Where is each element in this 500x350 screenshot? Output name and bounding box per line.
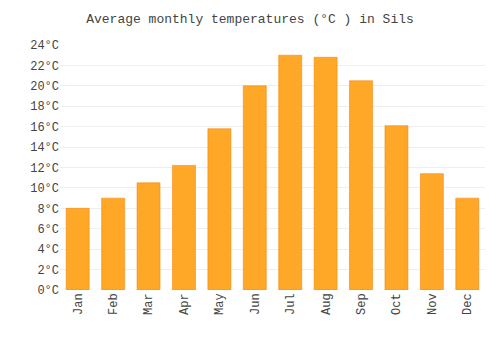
svg-text:8°C: 8°C [37,203,59,217]
svg-text:4°C: 4°C [37,243,59,257]
svg-text:16°C: 16°C [30,121,59,135]
svg-text:Aug: Aug [320,293,334,315]
svg-text:0°C: 0°C [37,284,59,298]
svg-text:18°C: 18°C [30,100,59,114]
svg-text:14°C: 14°C [30,141,59,155]
svg-text:Feb: Feb [107,293,121,315]
svg-text:2°C: 2°C [37,264,59,278]
svg-text:Apr: Apr [178,293,192,315]
svg-text:Mar: Mar [142,293,156,315]
svg-text:Nov: Nov [426,293,440,315]
svg-text:May: May [213,293,227,315]
svg-text:24°C: 24°C [30,39,59,53]
svg-text:Sep: Sep [355,293,369,315]
svg-text:Average monthly temperatures (: Average monthly temperatures (°C ) in Si… [86,12,414,27]
svg-text:6°C: 6°C [37,223,59,237]
svg-text:Oct: Oct [390,293,404,315]
svg-text:10°C: 10°C [30,182,59,196]
svg-text:Jun: Jun [249,293,263,315]
svg-text:20°C: 20°C [30,80,59,94]
svg-text:Dec: Dec [461,293,475,315]
svg-text:12°C: 12°C [30,162,59,176]
svg-text:Jul: Jul [284,293,298,315]
svg-text:Jan: Jan [72,293,86,315]
svg-text:22°C: 22°C [30,60,59,74]
